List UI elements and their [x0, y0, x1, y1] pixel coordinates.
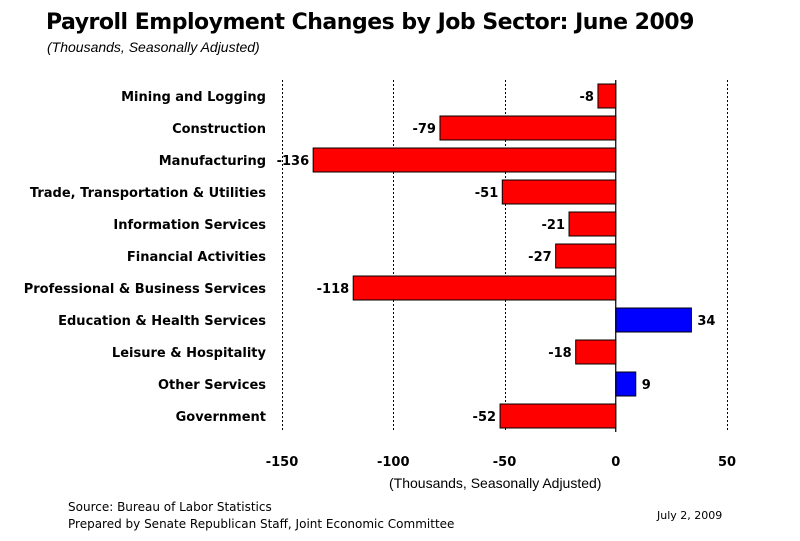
value-label-2: -136 — [277, 154, 310, 169]
source-note: Source: Bureau of Labor Statistics — [68, 500, 272, 514]
bar-8 — [575, 339, 617, 365]
bar-5 — [555, 243, 617, 269]
x-tick-label-4: 50 — [718, 455, 736, 470]
bar-9 — [615, 371, 637, 397]
value-label-8: -18 — [548, 346, 572, 361]
x-tick-label-0: -150 — [266, 455, 299, 470]
date-note: July 2, 2009 — [657, 509, 723, 522]
chart-title: Payroll Employment Changes by Job Sector… — [46, 10, 694, 35]
category-label-2: Manufacturing — [159, 154, 266, 169]
bar-0 — [597, 83, 617, 109]
category-label-8: Leisure & Hospitality — [112, 346, 267, 361]
bar-2 — [312, 147, 617, 173]
category-label-1: Construction — [172, 122, 266, 137]
category-label-0: Mining and Logging — [121, 90, 266, 105]
category-label-5: Financial Activities — [127, 250, 266, 265]
value-label-6: -118 — [317, 282, 350, 297]
category-label-7: Education & Health Services — [58, 314, 266, 329]
value-label-9: 9 — [642, 378, 651, 393]
bar-6 — [352, 275, 617, 301]
category-label-4: Information Services — [113, 218, 266, 233]
value-label-7: 34 — [697, 314, 715, 329]
value-label-5: -27 — [528, 250, 552, 265]
value-label-10: -52 — [473, 410, 497, 425]
category-label-3: Trade, Transportation & Utilities — [30, 186, 266, 201]
x-axis-label: (Thousands, Seasonally Adjusted) — [389, 475, 602, 491]
x-tick-label-3: 0 — [611, 455, 620, 470]
category-label-6: Professional & Business Services — [24, 282, 267, 297]
bar-3 — [501, 179, 617, 205]
bar-1 — [439, 115, 617, 141]
x-tick-label-1: -100 — [377, 455, 410, 470]
footer-notes: Source: Bureau of Labor Statistics Prepa… — [68, 499, 454, 533]
bar-10 — [499, 403, 617, 429]
bar-4 — [568, 211, 617, 237]
prepared-by-note: Prepared by Senate Republican Staff, Joi… — [68, 517, 455, 531]
value-label-3: -51 — [475, 186, 499, 201]
category-label-9: Other Services — [158, 378, 266, 393]
x-tick-label-2: -50 — [493, 455, 517, 470]
value-label-0: -8 — [579, 90, 593, 105]
chart-subtitle: (Thousands, Seasonally Adjusted) — [47, 39, 260, 55]
value-label-1: -79 — [412, 122, 436, 137]
category-label-10: Government — [176, 410, 266, 425]
value-label-4: -21 — [542, 218, 566, 233]
bar-7 — [615, 307, 692, 333]
